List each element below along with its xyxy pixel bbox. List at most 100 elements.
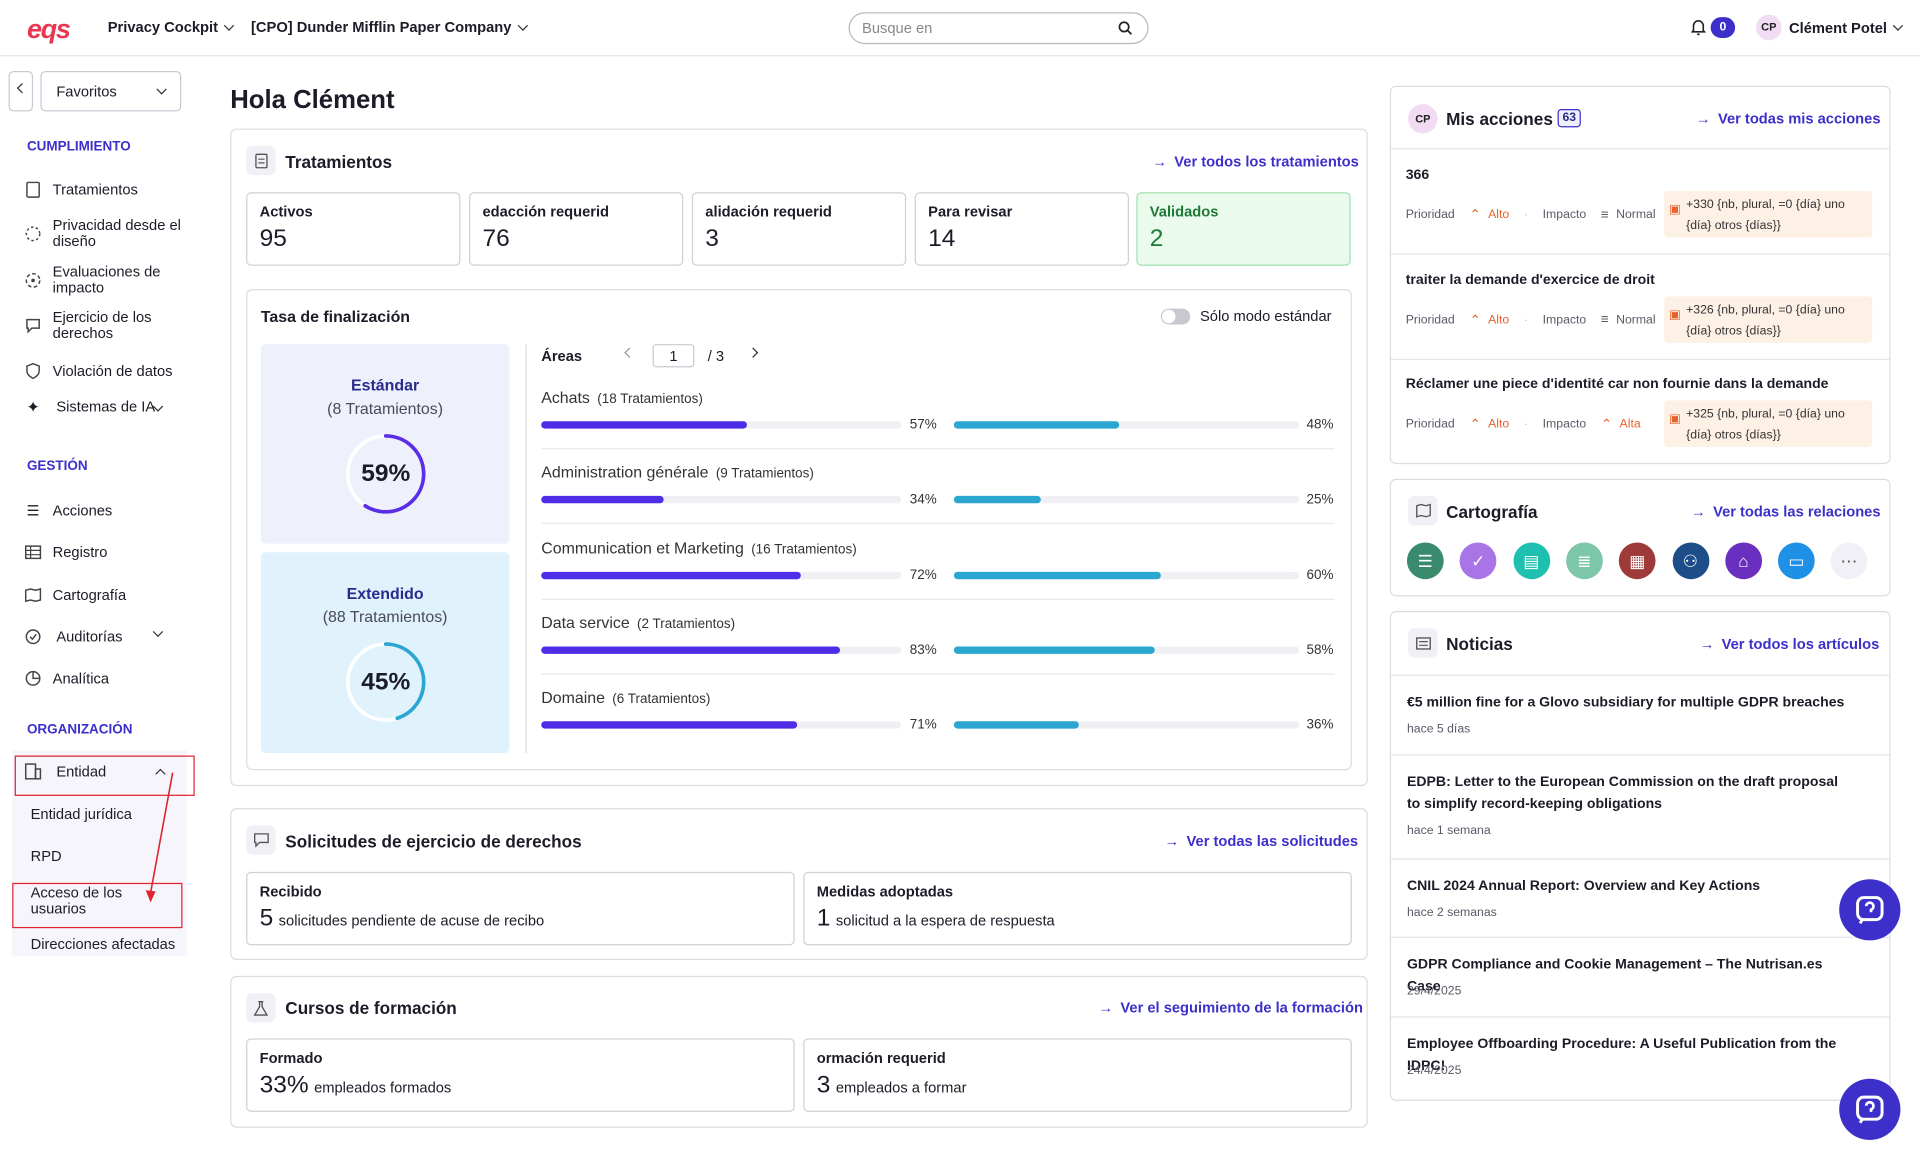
bell-icon[interactable] [1691, 18, 1706, 36]
news-title: GDPR Compliance and Cookie Management – … [1406, 957, 1823, 995]
search-input[interactable]: Busque en [848, 12, 1149, 45]
map-icon [1408, 495, 1438, 526]
area-bar-secondary-fill [953, 571, 1162, 579]
sidebar-item-ai[interactable]: ✦ Sistemas de IA [24, 398, 168, 415]
area-count: (16 Tratamientos) [751, 541, 857, 557]
stat-label: Activos [259, 203, 313, 221]
view-all-requests-link[interactable]: → Ver todas las solicitudes [1164, 833, 1358, 850]
stat-drafting[interactable]: edacción requerid 76 [468, 192, 684, 266]
notification-count[interactable]: 0 [1710, 17, 1736, 38]
product-switcher[interactable]: Privacy Cockpit [107, 18, 235, 36]
view-all-relations-link[interactable]: → Ver todas las relaciones [1691, 503, 1880, 520]
report-icon[interactable]: ▦ [1619, 542, 1656, 580]
people-icon[interactable]: ⚇ [1672, 542, 1709, 580]
institution-icon[interactable]: ⌂ [1725, 542, 1762, 580]
help-chat-button[interactable] [1839, 879, 1901, 941]
product-label: Privacy Cockpit [107, 18, 219, 36]
action-item[interactable]: 366 Prioridad ⌃ Alto · Impacto ≡ Normal [1391, 149, 1890, 255]
training-title: Cursos de formación [285, 997, 457, 1018]
standard-mode-toggle[interactable] [1160, 308, 1191, 325]
sidebar-item-breach[interactable]: Violación de datos [24, 362, 172, 380]
impact-icon: ⌃ [1600, 417, 1613, 433]
action-title: Réclamer une piece d'identité car non fo… [1405, 377, 1829, 392]
sidebar-subitem-user-access[interactable]: Acceso de los usuarios [30, 884, 123, 918]
stat-review[interactable]: Para revisar 14 [914, 192, 1129, 266]
help-chat-button-secondary[interactable] [1839, 1078, 1901, 1141]
area-row[interactable]: Achats (18 Tratamientos) 57% 48% [541, 376, 1335, 450]
list-icon[interactable]: ☰ [1406, 542, 1444, 580]
action-item[interactable]: Réclamer une piece d'identité car non fo… [1391, 359, 1889, 464]
document-icon [24, 181, 41, 198]
favorites-select[interactable]: Favoritos [40, 71, 182, 112]
news-item[interactable]: Employee Offboarding Procedure: A Useful… [1391, 1018, 1889, 1100]
stat-validated[interactable]: Validados 2 [1136, 192, 1351, 266]
view-all-actions-link[interactable]: → Ver todas mis acciones [1696, 110, 1881, 127]
measures-stat[interactable]: Medidas adoptadas 1 solicitud a la espera… [803, 871, 1352, 946]
area-row[interactable]: Administration générale (9 Tratamientos) 3… [541, 451, 1335, 525]
sidebar-item-label: Cartografía [52, 585, 127, 604]
eqs-logo[interactable]: eqs [26, 13, 71, 45]
area-name-text: Domaine [541, 688, 605, 707]
stat-active[interactable]: Activos 95 [246, 192, 461, 266]
area-bar-primary [541, 721, 902, 729]
training-tracking-link[interactable]: → Ver el seguimiento de la formación [1098, 999, 1363, 1016]
stat-value: 3 [816, 1071, 831, 1099]
completion-title: Tasa de finalización [260, 307, 411, 326]
trained-stat[interactable]: Formado 33% empleados formados [246, 1038, 795, 1112]
area-row[interactable]: Domaine (6 Tratamientos) 71% 36% [541, 676, 1334, 749]
received-stat[interactable]: Recibido 5 solicitudes pendiente de acuse… [246, 871, 795, 946]
view-all-articles-link[interactable]: → Ver todos los artículos [1700, 636, 1880, 653]
window-icon[interactable]: ▭ [1778, 542, 1815, 580]
view-all-treatments-link[interactable]: → Ver todos los tratamientos [1152, 153, 1359, 170]
user-name: Clément Potel [1788, 18, 1887, 37]
sidebar-item-privacy-design[interactable]: Privacidad desde el diseño [24, 217, 183, 250]
due-date-badge: ▣ +325 {nb, plural, =0 {día} uno {día} ot… [1664, 400, 1873, 447]
sidebar-subitem-legal-entity[interactable]: Entidad jurídica [30, 805, 132, 823]
divider [1391, 148, 1890, 150]
sidebar-item-analytics[interactable]: Analítica [24, 670, 109, 687]
news-item[interactable]: CNIL 2024 Annual Report: Overview and Ke… [1391, 860, 1890, 938]
check-circle-icon [24, 628, 41, 645]
collapse-sidebar-button[interactable] [8, 71, 34, 112]
company-switcher[interactable]: [CPO] Dunder Mifflin Paper Company [251, 18, 528, 36]
area-pct-secondary: 36% [1306, 717, 1334, 733]
sidebar-item-audits[interactable]: Auditorías [24, 626, 168, 645]
database-icon[interactable]: ≣ [1566, 542, 1603, 580]
sidebar-item-label: Evaluaciones de impacto [52, 263, 161, 297]
news-card [1389, 611, 1891, 1101]
training-required-stat[interactable]: ormación requerid 3 empleados a formar [803, 1038, 1352, 1112]
more-icon[interactable]: ⋯ [1830, 542, 1868, 580]
area-pct-secondary: 60% [1306, 567, 1334, 583]
page-input[interactable]: 1 [652, 344, 695, 368]
map-icon [24, 587, 42, 604]
area-row[interactable]: Data service (2 Tratamientos) 83% 58% [541, 601, 1335, 675]
stat-label: Recibido [259, 882, 322, 901]
sidebar-item-treatments[interactable]: Tratamientos [24, 181, 138, 198]
sidebar-subitem-dpo[interactable]: RPD [30, 847, 62, 865]
sidebar-subitem-addresses[interactable]: Direcciones afectadas [30, 935, 176, 953]
standard-block: Estándar (8 Tratamientos) 59% [260, 344, 510, 544]
sidebar-item-cartography[interactable]: Cartografía [24, 587, 126, 604]
sidebar-item-impact[interactable]: Evaluaciones de impacto [24, 264, 183, 296]
sidebar-item-rights[interactable]: Ejercicio de los derechos [24, 309, 183, 342]
top-bar: eqs Privacy Cockpit [CPO] Dunder Mifflin… [0, 0, 1920, 57]
sidebar-item-registry[interactable]: Registro [24, 544, 107, 561]
action-item[interactable]: traiter la demande d'exercice de droit Pr… [1391, 254, 1890, 360]
news-item[interactable]: €5 million fine for a Glovo subsidiary f… [1391, 676, 1890, 756]
sidebar-item-label: Acciones [52, 501, 113, 519]
standard-ring: 59% [344, 432, 427, 515]
stat-validation[interactable]: alidación requerid 3 [691, 192, 907, 266]
area-row[interactable]: Communication et Marketing (16 Tratamient… [541, 526, 1335, 600]
shield-check-icon[interactable]: ✓ [1459, 542, 1497, 580]
extended-pct: 45% [361, 668, 411, 696]
news-item[interactable]: EDPB: Letter to the European Commission … [1391, 756, 1890, 860]
news-item[interactable]: GDPR Compliance and Cookie Management – … [1391, 938, 1890, 1018]
document-icon[interactable]: ▤ [1512, 542, 1550, 580]
sidebar-item-entity[interactable]: Entidad [24, 763, 168, 780]
area-count: (9 Tratamientos) [715, 466, 814, 482]
page-title: Hola Clément [230, 85, 395, 114]
impact-value: Alta [1619, 417, 1641, 432]
user-menu[interactable]: CP Clément Potel [1755, 14, 1904, 41]
area-bar-secondary [953, 646, 1300, 654]
sidebar-item-actions[interactable]: ☰ Acciones [24, 502, 112, 519]
